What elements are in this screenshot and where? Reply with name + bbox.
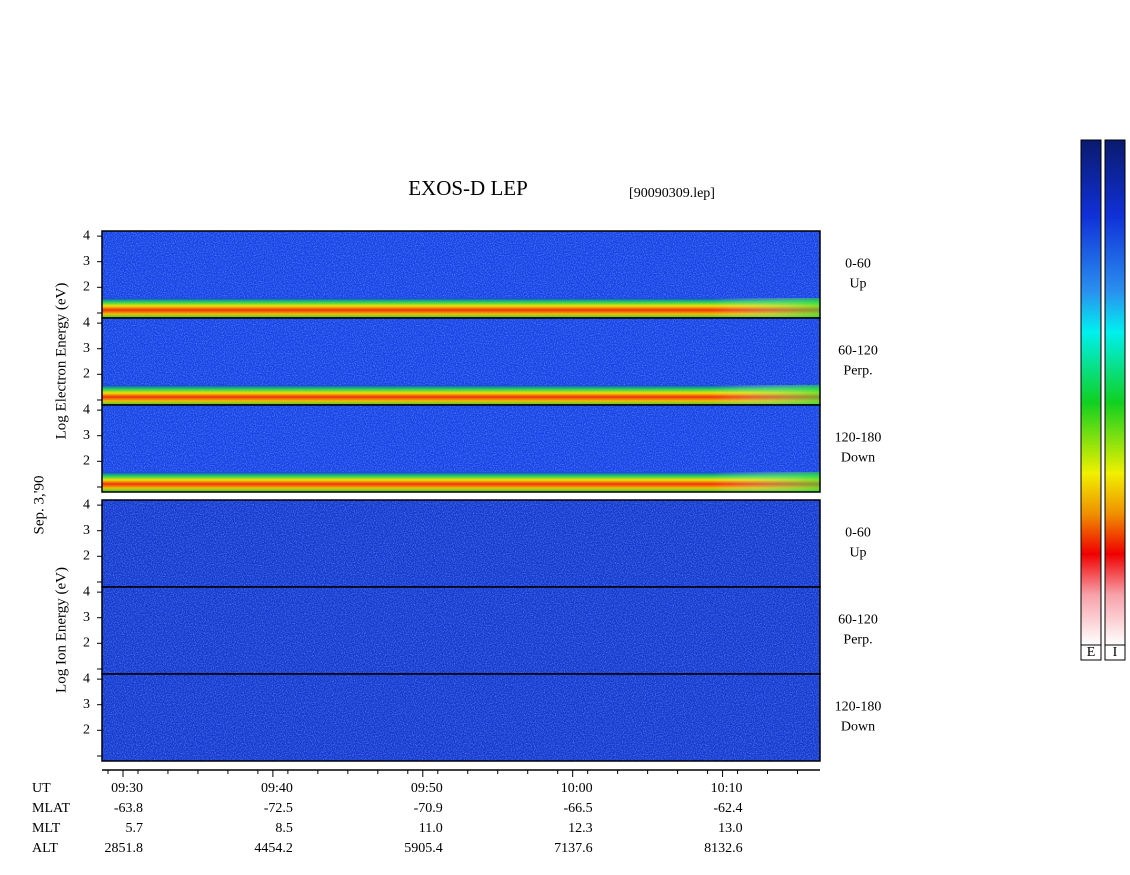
band-fade	[102, 298, 820, 318]
panel-direction: Up	[849, 546, 866, 561]
color-bar-label: I	[1113, 645, 1118, 660]
x-tick-label: 09:50	[411, 781, 443, 796]
ephemeris-value: -72.5	[264, 801, 293, 816]
panel-frame	[101, 404, 821, 493]
panel-direction: Perp.	[843, 364, 872, 379]
x-tick-label: 09:40	[261, 781, 293, 796]
y-tick-label: 2	[83, 280, 90, 295]
ephemeris-name: UT	[32, 781, 51, 796]
y-tick-label: 4	[83, 497, 90, 512]
y-tick-label: 3	[83, 341, 90, 356]
title: EXOS-D LEP	[408, 176, 528, 200]
y-tick-label: 3	[83, 254, 90, 269]
y-tick-label: 3	[83, 523, 90, 538]
x-tick-label: 10:00	[561, 781, 593, 796]
panel-frame	[101, 673, 821, 762]
panel-angle: 0-60	[845, 526, 871, 541]
color-bar	[1104, 139, 1126, 646]
y-tick-label: 2	[83, 549, 90, 564]
panel-direction: Down	[841, 451, 875, 466]
spectrogram-texture	[102, 587, 820, 674]
ephemeris-name: MLAT	[32, 801, 71, 816]
y-tick-label: 2	[83, 367, 90, 382]
color-bar-label-box	[1080, 644, 1102, 661]
y-tick-label: 3	[83, 697, 90, 712]
ephemeris-value: -66.5	[564, 801, 593, 816]
band-fade	[102, 472, 820, 492]
panel-angle: 60-120	[838, 613, 878, 628]
ephemeris-value: -70.9	[414, 801, 443, 816]
y-axis-label: Log Electron Energy (eV)	[53, 283, 69, 440]
y-tick-label: 3	[83, 610, 90, 625]
y-tick-label: 4	[83, 584, 90, 599]
ephemeris-value: 7137.6	[554, 841, 593, 856]
ephemeris-value: 12.3	[568, 821, 593, 836]
y-tick-label: 2	[83, 723, 90, 738]
ephemeris-value: 5.7	[125, 821, 143, 836]
ephemeris-value: 2851.8	[104, 841, 143, 856]
band-fade	[102, 385, 820, 405]
date-label: Sep. 3,'90	[31, 476, 47, 535]
ephemeris-value: 11.0	[419, 821, 443, 836]
x-tick-label: 09:30	[111, 781, 143, 796]
ephemeris-value: 13.0	[718, 821, 743, 836]
y-tick-label: 3	[83, 428, 90, 443]
y-tick-label: 4	[83, 671, 90, 686]
y-axis-label: Log Ion Energy (eV)	[53, 567, 69, 693]
color-bar-label-box	[1104, 644, 1126, 661]
x-tick-label: 10:10	[711, 781, 743, 796]
ephemeris-value: -63.8	[114, 801, 143, 816]
y-tick-label: 4	[83, 315, 90, 330]
panel-angle: 0-60	[845, 257, 871, 272]
spectrogram-texture	[102, 500, 820, 587]
ephemeris-value: 8132.6	[704, 841, 743, 856]
panel-angle: 120-180	[835, 431, 882, 446]
color-bars	[1080, 139, 1126, 661]
file-name: [90090309.lep]	[629, 186, 715, 201]
ephemeris-name: MLT	[32, 821, 61, 836]
color-bar	[1080, 139, 1102, 646]
y-tick-label: 4	[83, 402, 90, 417]
ephemeris-value: -62.4	[713, 801, 742, 816]
ephemeris-name: ALT	[32, 841, 58, 856]
ephemeris-value: 5905.4	[404, 841, 443, 856]
ephemeris-value: 8.5	[275, 821, 293, 836]
panel-angle: 120-180	[835, 700, 882, 715]
panel-direction: Perp.	[843, 633, 872, 648]
y-tick-label: 4	[83, 228, 90, 243]
ephemeris-value: 4454.2	[254, 841, 293, 856]
panel-angle: 60-120	[838, 344, 878, 359]
spectrogram-texture	[102, 674, 820, 761]
color-bar-label: E	[1087, 645, 1096, 660]
panel-direction: Down	[841, 720, 875, 735]
y-tick-label: 2	[83, 636, 90, 651]
panel-direction: Up	[849, 277, 866, 292]
y-tick-label: 2	[83, 454, 90, 469]
